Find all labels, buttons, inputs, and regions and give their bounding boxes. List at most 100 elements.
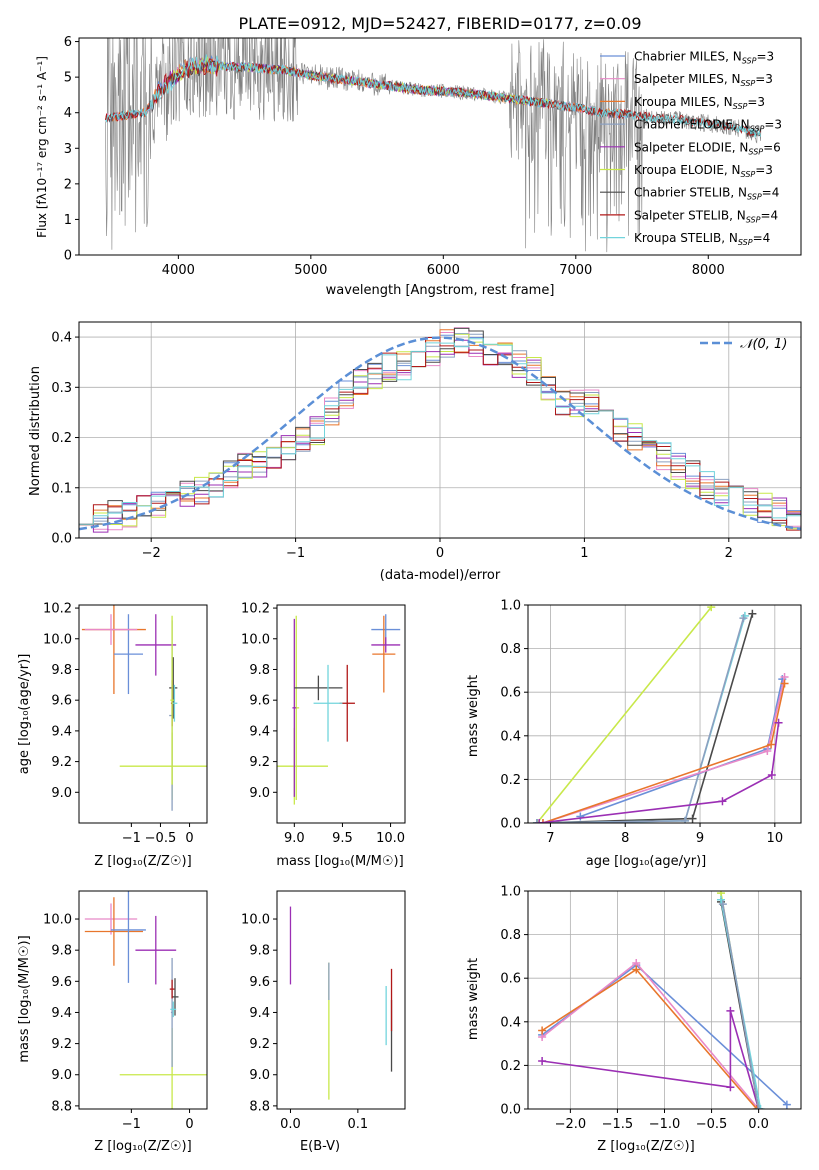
mw-z-ylabel: mass weight (466, 958, 481, 1040)
age_vs_z_err-ytick-label: 9.4 (51, 724, 72, 739)
series-marker (726, 1006, 735, 1015)
age_vs_z_err-ytick-label: 9.0 (51, 786, 72, 801)
age_vs_z_err-ytick-label: 10.0 (43, 632, 72, 647)
spectrum-ytick-label: 4 (64, 106, 72, 121)
residuals-xlabel: (data-model)/error (380, 568, 501, 583)
age-z-ylabel: age [log₁₀(age/yr)] (17, 654, 32, 775)
series-marker (681, 816, 690, 823)
age_vs_mass_err-ytick-label: 9.8 (249, 663, 270, 678)
mass_vs_ebv_err-ytick-label: 9.2 (249, 1037, 270, 1052)
series-line-salpeter-elodie (541, 1010, 760, 1109)
mass_vs_z_err-ytick-label: 9.2 (51, 1037, 72, 1052)
mass_vs_ebv_err-ytick-label: 9.4 (249, 1006, 270, 1021)
mass_weight_vs_z-ytick-label: 0.8 (500, 928, 521, 943)
spectrum-ytick-label: 6 (64, 35, 72, 50)
age_vs_mass_err-ytick-label: 10.0 (241, 632, 270, 647)
histogram-kroupa-stelib (79, 338, 801, 538)
age_vs_mass_err-ytick-label: 10.2 (241, 602, 270, 617)
mass_vs_z_err-ytick-label: 9.8 (51, 944, 72, 959)
legend-entry: Kroupa STELIB, NSSP=4 (634, 231, 770, 247)
spectrum-plot-area (105, 38, 762, 253)
age_vs_mass_err-ytick-label: 9.6 (249, 694, 270, 709)
legend-entry: Salpeter MILES, NSSP=3 (634, 72, 773, 88)
residuals-xtick-label: 0 (436, 546, 444, 561)
series-marker (688, 814, 697, 823)
series-marker (774, 718, 783, 727)
mass_vs_z_err-ytick-label: 10.0 (43, 913, 72, 928)
legend-entry: Chabrier MILES, NSSP=3 (634, 50, 774, 66)
age_vs_mass_err-ytick-label: 9.4 (249, 724, 270, 739)
mass_weight_vs_age-ytick-label: 0.6 (500, 686, 521, 701)
series-marker (538, 1057, 547, 1066)
residuals-ytick-label: 0.3 (51, 381, 72, 396)
series-marker (782, 1100, 791, 1109)
residuals-xtick-label: 2 (725, 546, 733, 561)
legend-entry: Chabrier ELODIE, NSSP=3 (634, 118, 782, 134)
mass_weight_vs_z-ytick-label: 0.6 (500, 972, 521, 987)
histogram-salpeter-stelib (79, 337, 801, 538)
mass_weight_vs_age-xtick-label: 9 (696, 831, 704, 846)
mass_weight_vs_z-xtick-label: −0.5 (696, 1117, 728, 1132)
spectrum-ytick-label: 1 (64, 213, 72, 228)
mass_vs_z_err-xtick-label: −1 (122, 1117, 141, 1132)
mass_vs_ebv_err-xtick-label: 0.0 (280, 1117, 301, 1132)
series-marker (532, 819, 541, 823)
series-marker (718, 900, 727, 909)
series-marker (538, 1026, 547, 1035)
mass_vs_ebv_err-plot-area (289, 906, 393, 1100)
spectrum-xlabel: wavelength [Angstrom, rest frame] (326, 283, 555, 298)
spectrum-ylabel: Flux [fλ10⁻¹⁷ erg cm⁻² s⁻¹ A⁻¹] (35, 56, 49, 238)
mass_weight_vs_age-ytick-label: 0.8 (500, 642, 521, 657)
legend-entry: Salpeter ELODIE, NSSP=6 (634, 140, 781, 156)
mass_weight_vs_z-ytick-label: 1.0 (500, 885, 521, 900)
mass_vs_z_err-ytick-label: 9.4 (51, 1006, 72, 1021)
series-line-chabrier-elodie (722, 903, 760, 1109)
spectrum-xtick-label: 4000 (162, 263, 195, 278)
series-marker (756, 1105, 765, 1109)
spectrum-xtick-label: 5000 (294, 263, 327, 278)
spectrum-xtick-label: 8000 (692, 263, 725, 278)
age_vs_mass_err-ytick-label: 9.0 (249, 786, 270, 801)
age_vs_z_err-ytick-label: 9.2 (51, 755, 72, 770)
mass_vs_ebv_err-ytick-label: 9.8 (249, 944, 270, 959)
mass-z-ylabel: mass [log₁₀(M/M☉)] (17, 935, 32, 1062)
mass_weight_vs_age-ytick-label: 1.0 (500, 599, 521, 614)
age_vs_mass_err-frame (276, 604, 406, 824)
residuals-ytick-label: 0.0 (51, 532, 72, 547)
mass_weight_vs_age-plot-area (532, 605, 789, 823)
series-marker (767, 740, 776, 749)
age_vs_mass_err-axes (277, 614, 401, 805)
residuals-xtick-label: −1 (286, 546, 305, 561)
legend-entry: Salpeter STELIB, NSSP=4 (634, 208, 778, 224)
mass-ebv-xlabel: E(B-V) (300, 1139, 340, 1154)
series-marker (748, 609, 757, 618)
residuals-ylabel: Normed distribution (28, 366, 43, 496)
mass_weight_vs_z-ytick-label: 0.2 (500, 1059, 521, 1074)
series-marker (538, 819, 547, 823)
spectrum-axes (105, 38, 762, 253)
mass_weight_vs_z-ytick-label: 0.4 (500, 1015, 521, 1030)
mass_vs_ebv_err-axes (289, 906, 393, 1100)
legend-entry: Kroupa MILES, NSSP=3 (634, 95, 765, 111)
spectrum-ytick-label: 2 (64, 177, 72, 192)
series-line-kroupa-elodie (536, 606, 712, 823)
spectrum-ytick-label: 5 (64, 71, 72, 86)
mass_vs_z_err-frame (78, 890, 208, 1110)
mass_vs_ebv_err-ytick-label: 9.6 (249, 975, 270, 990)
mass_weight_vs_age-ytick-label: 0.2 (500, 773, 521, 788)
mw-age-xlabel: age [log₁₀(age/yr)] (586, 854, 707, 869)
age_vs_z_err-ytick-label: 9.6 (51, 694, 72, 709)
spectrum-frame (78, 37, 802, 256)
mass_weight_vs_z-xtick-label: −2.0 (555, 1117, 587, 1132)
mass_weight_vs_age-frame (527, 604, 802, 824)
mass_weight_vs_age-xtick-label: 10 (767, 831, 784, 846)
series-marker (739, 614, 748, 623)
spectrum-xtick-label: 6000 (427, 263, 460, 278)
mass_vs_ebv_err-frame-group: 0.0 0.1 8.8 9.0 9.2 9.4 9.6 9.8 10.0 (241, 890, 406, 1132)
age_vs_mass_err-ytick-label: 9.2 (249, 755, 270, 770)
mass_vs_z_err-ytick-label: 9.0 (51, 1068, 72, 1083)
mass_weight_vs_z-ytick-label: 0.0 (500, 1103, 521, 1118)
residuals-xtick-label: 1 (580, 546, 588, 561)
mass_weight_vs_age-ytick-label: 0.4 (500, 729, 521, 744)
